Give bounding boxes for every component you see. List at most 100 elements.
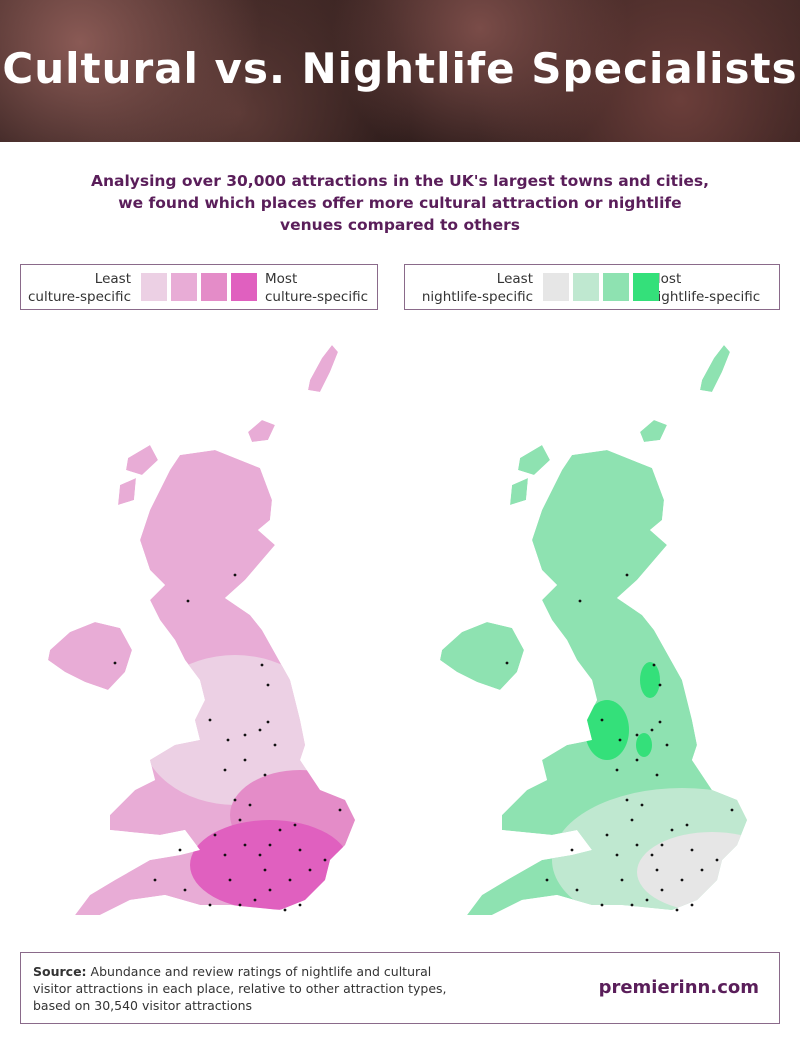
city-dot [238,818,242,822]
city-dot [273,743,277,747]
source: Source: Abundance and review ratings of … [33,963,447,1014]
city-dot [283,908,287,912]
region [636,733,652,757]
region-layer [48,345,355,915]
city-dot [243,733,247,737]
city-dot [655,773,659,777]
legend-text: Least [496,271,533,287]
city-dot [266,683,270,687]
city-dot [645,898,649,902]
city-dot [268,888,272,892]
source-label: Source: [33,964,87,979]
city-dot [630,818,634,822]
legend-text: Least [94,271,131,287]
city-dot [730,808,734,812]
city-dot [605,833,609,837]
city-dot [635,843,639,847]
city-dot [298,848,302,852]
culture-map [48,345,355,915]
city-dot [208,903,212,907]
legend-swatch [231,273,257,301]
region [249,678,281,698]
legend-text: nightlife-specific [649,289,761,305]
legend-text: culture-specific [265,289,369,305]
city-dot [208,718,212,722]
city-dot [618,738,622,742]
legend-swatch [141,273,167,301]
city-dot [153,878,157,882]
source-line: visitor attractions in each place, relat… [33,981,447,996]
city-dot [226,738,230,742]
city-dot [680,878,684,882]
city-dot [223,853,227,857]
city-dot [263,773,267,777]
region-layer [440,345,747,915]
city-dot [183,888,187,892]
region [203,710,227,746]
region [190,820,350,910]
intro-line: venues compared to others [280,216,520,234]
city-dot [243,758,247,762]
city-dot [213,833,217,837]
region [585,700,629,760]
city-dot [545,878,549,882]
city-dot [690,848,694,852]
region [637,832,747,912]
legend: Least culture-specific Most culture-specifi… [20,264,378,310]
city-dot [253,898,257,902]
city-dot [323,858,327,862]
city-dot [658,683,662,687]
city-dot [505,661,509,665]
legend-low: Least nightlife-specific [422,270,533,306]
city-dot [715,858,719,862]
legend-text: Most [649,271,682,287]
city-dot [625,798,629,802]
intro: Analysing over 30,000 attractions in the… [0,170,800,236]
city-dot [278,828,282,832]
footer: Source: Abundance and review ratings of … [20,952,780,1024]
city-dot [238,903,242,907]
city-dot [338,808,342,812]
brand: premierinn.com [598,977,759,998]
city-dot [665,743,669,747]
city-dot [288,878,292,882]
source-line: Abundance and review ratings of nightlif… [90,964,432,979]
source-line: based on 30,540 visitor attractions [33,998,253,1013]
intro-line: we found which places offer more cultura… [118,194,682,212]
city-dot [685,823,689,827]
legend-text: culture-specific [27,289,131,305]
city-dot [293,823,297,827]
city-dot [630,903,634,907]
legend-swatch [603,273,629,301]
city-dot [620,878,624,882]
region [640,662,660,698]
city-dot [570,848,574,852]
city-dot [635,758,639,762]
city-dot [652,663,656,667]
legend-text: nightlife-specific [421,289,533,305]
city-dot [248,803,252,807]
city-dot [268,843,272,847]
city-dot [243,843,247,847]
city-dot [660,888,664,892]
city-dot [186,599,190,603]
city-dot [178,848,182,852]
legend-low: Least culture-specific [28,270,131,306]
city-dot [658,720,662,724]
city-dot [600,718,604,722]
city-dot [675,908,679,912]
legend-text: Most [265,271,298,287]
city-dot [258,728,262,732]
city-dot [228,878,232,882]
maps [48,345,747,915]
city-dot [260,663,264,667]
legend-swatch [543,273,569,301]
city-dot [650,728,654,732]
city-dot [233,573,237,577]
city-dot [298,903,302,907]
legend: Least nightlife-specific Most nightlife-spe… [404,264,780,310]
city-dot [640,803,644,807]
title: Cultural vs. Nightlife Specialists [2,44,798,93]
city-dot [690,903,694,907]
city-dot [308,868,312,872]
